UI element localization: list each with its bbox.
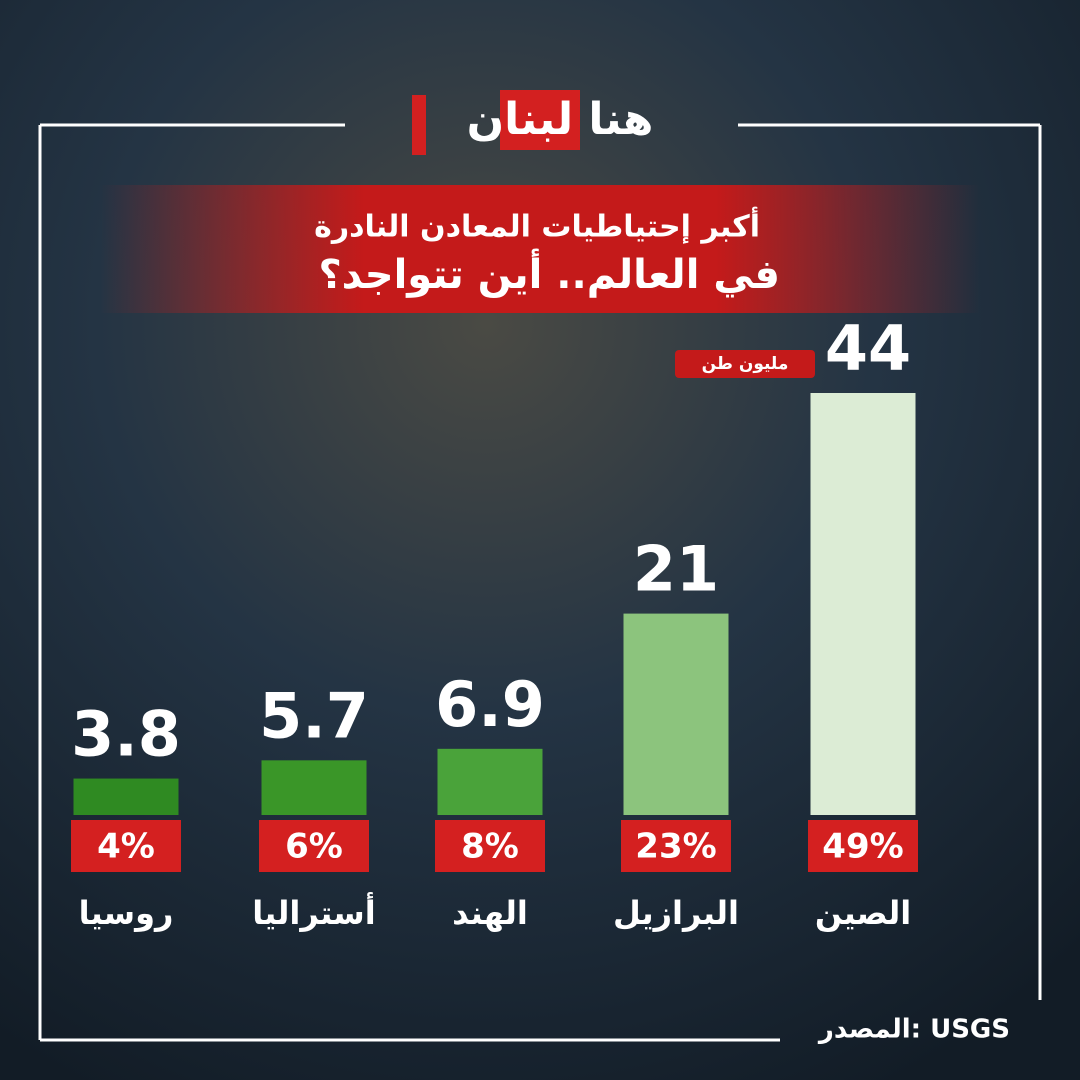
bar [261,760,367,815]
title-band [100,185,980,313]
value-label: 21 [633,533,719,606]
category-label: أستراليا [252,892,375,932]
value-label: 6.9 [435,668,545,741]
chart-subtitle: في العالم.. أين تتواجد؟ [318,248,780,298]
unit: مليون طن [702,354,789,374]
share-label: 49% [822,827,903,867]
value-label: 44 [825,312,911,385]
value-label: 3.8 [71,698,181,771]
share-box [808,820,918,872]
value-label: 5.7 [259,679,369,752]
share-box [621,820,731,872]
logo-flag [412,95,426,155]
chart-title: أكبر إحتياطيات المعادن النادرة [314,207,760,245]
share-box [435,820,545,872]
share-label: 6% [285,827,343,867]
category-label: الهند [452,894,528,932]
share-label: 8% [461,827,519,867]
frame [38,123,1042,1042]
logo-box [500,90,580,150]
category-label: روسيا [79,894,174,932]
share-box [259,820,369,872]
share-box [71,820,181,872]
bar [623,613,729,815]
share-label: 23% [635,827,716,867]
bar [437,748,543,815]
unit-box [675,350,815,378]
source: المصدر: USGS [817,1015,1010,1045]
share-label: 4% [97,827,155,867]
bar [73,778,179,815]
category-label: البرازيل [613,894,739,932]
logo: هنا لبنان [467,94,654,145]
bar [810,393,916,815]
category-label: الصين [815,894,911,932]
